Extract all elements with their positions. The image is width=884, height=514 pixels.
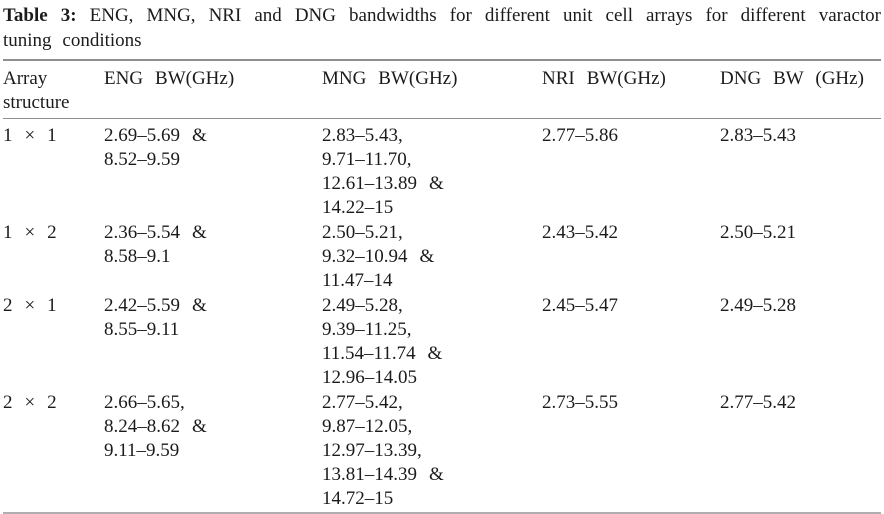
cell-array-structure: 2 × 2	[3, 392, 57, 413]
cell-eng-bw: 2.69–5.69 & 8.52–9.59	[104, 125, 207, 170]
cell-dng-bw: 2.49–5.28	[720, 295, 796, 316]
cell-dng-bw: 2.83–5.43	[720, 125, 796, 146]
cell-mng-bw: 2.83–5.43, 9.71–11.70, 12.61–13.89 & 14.…	[322, 125, 444, 218]
cell-array-structure: 1 × 1	[3, 125, 57, 146]
col-header-nri-bw: NRI BW(GHz)	[542, 60, 720, 119]
col-header-array-structure: Array structure	[3, 60, 104, 119]
table-caption: Table 3: ENG, MNG, NRI and DNG bandwidth…	[3, 3, 881, 53]
table-row-1x1: 1 × 1 2.69–5.69 & 8.52–9.59 2.83–5.43, 9…	[3, 119, 881, 222]
col-header-dng-bw: DNG BW (GHz)	[720, 60, 881, 119]
table-row-1x2: 1 × 2 2.36–5.54 & 8.58–9.1 2.50–5.21, 9.…	[3, 221, 881, 294]
cell-nri-bw: 2.73–5.55	[542, 392, 618, 413]
col-header-eng-bw: ENG BW(GHz)	[104, 60, 322, 119]
cell-dng-bw: 2.77–5.42	[720, 392, 796, 413]
table-caption-text: ENG, MNG, NRI and DNG bandwidths for dif…	[3, 5, 881, 51]
cell-array-structure: 1 × 2	[3, 222, 57, 243]
cell-eng-bw: 2.42–5.59 & 8.55–9.11	[104, 295, 207, 340]
col-header-mng-bw: MNG BW(GHz)	[322, 60, 542, 119]
cell-dng-bw: 2.50–5.21	[720, 222, 796, 243]
header-row: Array structure ENG BW(GHz) MNG BW(GHz) …	[3, 60, 881, 119]
bandwidth-table: Array structure ENG BW(GHz) MNG BW(GHz) …	[3, 59, 881, 514]
cell-array-structure: 2 × 1	[3, 295, 57, 316]
cell-mng-bw: 2.77–5.42, 9.87–12.05, 12.97–13.39, 13.8…	[322, 392, 444, 509]
cell-nri-bw: 2.45–5.47	[542, 295, 618, 316]
cell-nri-bw: 2.43–5.42	[542, 222, 618, 243]
cell-mng-bw: 2.49–5.28, 9.39–11.25, 11.54–11.74 & 12.…	[322, 295, 443, 388]
table-row-2x2: 2 × 2 2.66–5.65, 8.24–8.62 & 9.11–9.59 2…	[3, 391, 881, 513]
cell-eng-bw: 2.66–5.65, 8.24–8.62 & 9.11–9.59	[104, 392, 207, 461]
cell-eng-bw: 2.36–5.54 & 8.58–9.1	[104, 222, 207, 267]
table-row-2x1: 2 × 1 2.42–5.59 & 8.55–9.11 2.49–5.28, 9…	[3, 294, 881, 391]
cell-mng-bw: 2.50–5.21, 9.32–10.94 & 11.47–14	[322, 222, 435, 291]
cell-nri-bw: 2.77–5.86	[542, 125, 618, 146]
table-caption-label: Table 3:	[3, 5, 77, 26]
